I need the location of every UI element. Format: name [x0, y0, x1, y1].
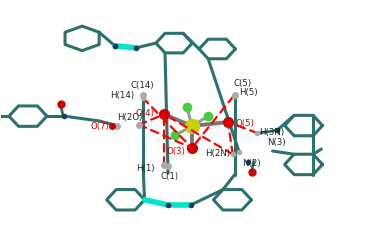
Text: C(14): C(14) [130, 82, 154, 91]
Text: H(2O): H(2O) [117, 113, 143, 122]
Text: H(3N): H(3N) [259, 128, 284, 137]
Text: H(1): H(1) [136, 164, 155, 173]
Text: C(5): C(5) [233, 79, 251, 88]
Text: O(3): O(3) [166, 147, 185, 156]
Text: O(4): O(4) [136, 109, 154, 118]
Text: H(5): H(5) [239, 88, 258, 97]
Text: O(5): O(5) [236, 119, 254, 128]
Text: C(1): C(1) [161, 172, 179, 181]
Text: N(2): N(2) [242, 159, 261, 168]
Text: O(7): O(7) [91, 122, 110, 131]
Text: H(14): H(14) [110, 91, 135, 100]
Text: H(2N): H(2N) [205, 149, 230, 158]
Text: N(3): N(3) [267, 138, 285, 147]
